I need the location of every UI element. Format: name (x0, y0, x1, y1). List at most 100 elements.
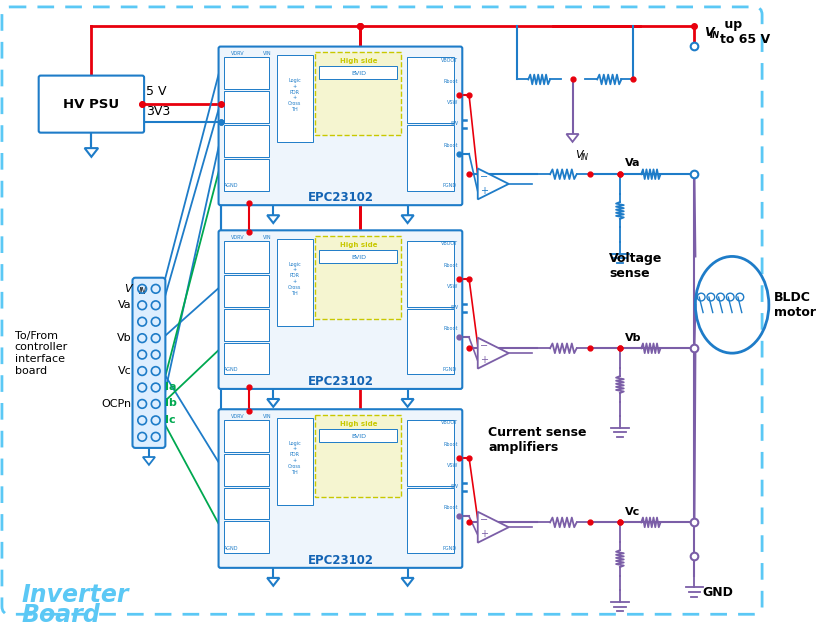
Text: Logic
+
PDR
+
Cross
TH: Logic + PDR + Cross TH (288, 262, 301, 296)
Text: SW: SW (450, 484, 458, 489)
FancyBboxPatch shape (319, 66, 398, 79)
FancyBboxPatch shape (225, 488, 270, 519)
Text: BLDC
motor: BLDC motor (774, 291, 815, 319)
Text: +: + (480, 185, 488, 196)
Text: Current sense
amplifiers: Current sense amplifiers (489, 426, 587, 454)
FancyBboxPatch shape (219, 409, 462, 568)
Text: VIN: VIN (262, 51, 271, 57)
FancyBboxPatch shape (277, 55, 313, 142)
Text: up
to 65 V: up to 65 V (720, 18, 770, 46)
Text: VBOOT: VBOOT (441, 58, 458, 63)
Text: PGND: PGND (442, 367, 457, 372)
FancyBboxPatch shape (319, 429, 398, 442)
FancyBboxPatch shape (225, 159, 270, 190)
Text: AGND: AGND (225, 546, 239, 551)
Polygon shape (478, 512, 509, 543)
Text: 5 V: 5 V (146, 84, 167, 98)
FancyBboxPatch shape (225, 275, 270, 307)
FancyBboxPatch shape (407, 488, 454, 553)
Text: Ib: Ib (165, 398, 177, 408)
FancyBboxPatch shape (225, 521, 270, 553)
Text: −: − (480, 342, 488, 351)
FancyBboxPatch shape (225, 454, 270, 486)
FancyBboxPatch shape (219, 46, 462, 205)
Text: IN: IN (581, 153, 589, 162)
Text: Vc: Vc (625, 507, 640, 517)
Text: PGND: PGND (442, 184, 457, 189)
FancyBboxPatch shape (277, 239, 313, 326)
Text: Ic: Ic (165, 415, 176, 425)
Text: VSW: VSW (447, 284, 458, 289)
Text: VDRV: VDRV (231, 235, 245, 240)
Text: V: V (575, 150, 583, 160)
Text: Ia: Ia (165, 382, 176, 392)
FancyBboxPatch shape (219, 231, 462, 389)
FancyBboxPatch shape (225, 57, 270, 89)
Text: Vc: Vc (118, 366, 132, 376)
FancyBboxPatch shape (277, 418, 313, 505)
Text: Va: Va (118, 300, 132, 311)
Text: BVID: BVID (351, 434, 366, 439)
Text: VDRV: VDRV (231, 51, 245, 57)
FancyBboxPatch shape (315, 236, 401, 319)
Text: VSW: VSW (447, 100, 458, 105)
Text: Rboot: Rboot (444, 326, 458, 331)
Text: Va: Va (625, 158, 641, 168)
FancyBboxPatch shape (225, 309, 270, 340)
Text: +: + (480, 529, 488, 539)
Text: Rboot: Rboot (444, 505, 458, 511)
Polygon shape (267, 399, 279, 407)
FancyBboxPatch shape (225, 241, 270, 273)
Polygon shape (401, 399, 413, 407)
Text: Rboot: Rboot (444, 441, 458, 446)
Text: GND: GND (702, 587, 733, 599)
Polygon shape (478, 338, 509, 369)
FancyBboxPatch shape (407, 420, 454, 486)
Text: −: − (480, 516, 488, 525)
Text: Inverter: Inverter (21, 584, 129, 607)
FancyBboxPatch shape (319, 250, 398, 263)
Text: IN: IN (710, 32, 720, 41)
Text: V: V (704, 25, 714, 39)
Text: OCPn: OCPn (101, 399, 132, 409)
Text: Vb: Vb (625, 333, 641, 342)
Text: BVID: BVID (351, 255, 366, 260)
Text: EPC23102: EPC23102 (307, 191, 373, 204)
FancyBboxPatch shape (38, 76, 144, 133)
Text: Logic
+
PDR
+
Cross
TH: Logic + PDR + Cross TH (288, 78, 301, 112)
Text: Board: Board (21, 603, 100, 627)
Text: Voltage
sense: Voltage sense (609, 252, 663, 280)
FancyBboxPatch shape (407, 309, 454, 375)
Text: −: − (480, 172, 488, 182)
Polygon shape (85, 148, 98, 157)
Text: VBOOT: VBOOT (441, 420, 458, 425)
Text: VIN: VIN (262, 414, 271, 419)
Text: 3V3: 3V3 (146, 105, 170, 118)
FancyBboxPatch shape (315, 415, 401, 497)
Text: High side: High side (340, 58, 377, 64)
Text: AGND: AGND (225, 184, 239, 189)
Text: IN: IN (138, 287, 146, 297)
FancyBboxPatch shape (407, 125, 454, 190)
FancyBboxPatch shape (2, 7, 762, 614)
Text: SW: SW (450, 121, 458, 126)
Text: Rboot: Rboot (444, 263, 458, 267)
FancyBboxPatch shape (225, 91, 270, 123)
Polygon shape (267, 215, 279, 223)
Polygon shape (478, 168, 509, 199)
FancyBboxPatch shape (225, 420, 270, 451)
Text: HV PSU: HV PSU (64, 98, 119, 110)
Polygon shape (566, 134, 578, 142)
Text: VDRV: VDRV (231, 414, 245, 419)
Text: VSW: VSW (447, 463, 458, 468)
Text: AGND: AGND (225, 367, 239, 372)
Polygon shape (143, 457, 155, 465)
Text: BVID: BVID (351, 71, 366, 76)
Text: VIN: VIN (262, 235, 271, 240)
Text: To/From
controller
interface
board: To/From controller interface board (15, 331, 68, 375)
Text: VBOOT: VBOOT (441, 241, 458, 246)
Text: SW: SW (450, 305, 458, 310)
FancyBboxPatch shape (225, 342, 270, 375)
Polygon shape (267, 578, 279, 585)
Text: V: V (124, 284, 132, 294)
